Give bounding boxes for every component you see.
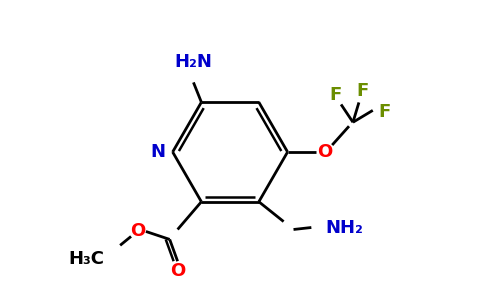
Text: N: N xyxy=(151,143,166,161)
Text: H₃C: H₃C xyxy=(68,250,104,268)
Text: O: O xyxy=(130,223,146,241)
Text: NH₂: NH₂ xyxy=(325,218,363,236)
Text: O: O xyxy=(170,262,185,280)
Text: O: O xyxy=(318,143,333,161)
Text: H₂N: H₂N xyxy=(175,52,212,70)
Text: F: F xyxy=(329,85,341,103)
Text: F: F xyxy=(357,82,369,100)
Text: F: F xyxy=(378,103,391,122)
